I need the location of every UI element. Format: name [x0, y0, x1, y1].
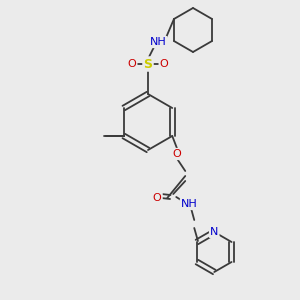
Text: O: O [128, 59, 136, 69]
Text: N: N [210, 227, 218, 237]
Text: O: O [173, 149, 182, 159]
Text: O: O [153, 193, 162, 203]
Text: NH: NH [150, 37, 166, 47]
Text: NH: NH [181, 199, 198, 209]
Text: O: O [160, 59, 168, 69]
Text: S: S [143, 58, 152, 70]
